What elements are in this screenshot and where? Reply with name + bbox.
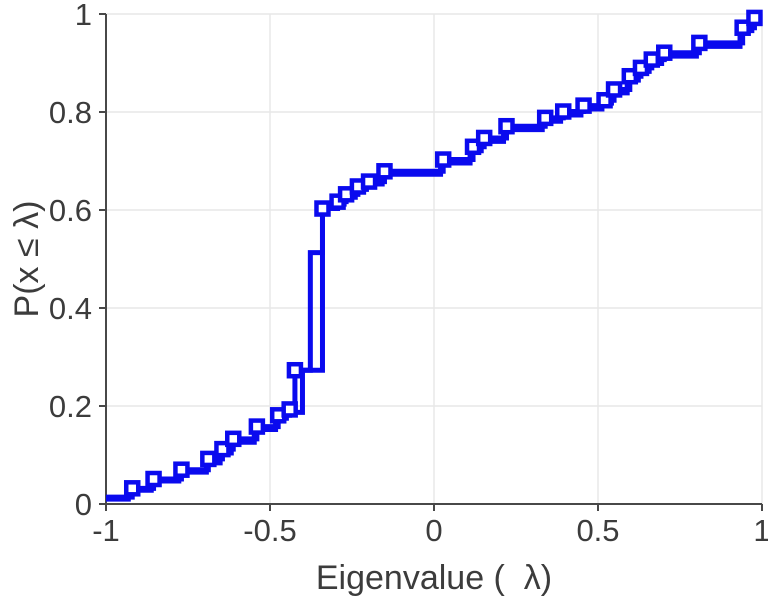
x-tick-label: 0 bbox=[425, 513, 442, 548]
x-tick-label: 1 bbox=[753, 513, 768, 548]
ecdf-square-marker bbox=[286, 361, 304, 379]
ecdf-square-marker bbox=[281, 401, 298, 418]
x-axis-label: Eigenvalue ( λ) bbox=[316, 559, 552, 597]
y-axis-label: P(x ≤ λ) bbox=[8, 201, 46, 318]
ecdf-square-marker bbox=[225, 430, 242, 448]
x-tick-label: -0.5 bbox=[243, 513, 296, 548]
x-tick-label: -1 bbox=[92, 513, 120, 548]
ecdf-square-marker bbox=[376, 163, 393, 180]
ecdf-square-marker bbox=[554, 103, 572, 120]
ecdf-square-marker bbox=[434, 151, 452, 168]
x-tick-label: 0.5 bbox=[576, 513, 619, 548]
y-tick-label: 0.2 bbox=[49, 389, 92, 424]
y-tick-label: 0 bbox=[75, 487, 92, 522]
ecdf-square-marker bbox=[360, 173, 378, 190]
y-tick-label: 0.8 bbox=[49, 95, 92, 130]
ecdf-square-marker bbox=[746, 9, 763, 27]
ecdf-square-marker bbox=[173, 461, 190, 478]
ecdf-square-marker bbox=[734, 19, 751, 36]
ecdf-square-marker bbox=[605, 81, 623, 98]
ecdf-marker-group bbox=[123, 9, 763, 497]
ecdf-square-marker bbox=[691, 34, 708, 52]
ecdf-square-marker bbox=[575, 97, 592, 114]
ecdf-square-marker bbox=[314, 200, 331, 217]
ecdf-square-marker bbox=[475, 129, 493, 147]
ecdf-square-marker bbox=[200, 450, 217, 468]
ecdf-square-marker bbox=[536, 109, 554, 127]
ecdf-square-marker bbox=[656, 44, 673, 61]
y-tick-label: 0.4 bbox=[49, 291, 92, 326]
y-tick-label: 1 bbox=[75, 0, 92, 32]
ecdf-square-marker bbox=[145, 470, 162, 488]
ecdf-square-marker bbox=[248, 418, 266, 435]
ecdf-square-marker bbox=[498, 117, 515, 135]
y-tick-label: 0.6 bbox=[49, 193, 92, 228]
ecdf-square-marker bbox=[123, 480, 141, 497]
ecdf-square-marker bbox=[643, 51, 661, 68]
